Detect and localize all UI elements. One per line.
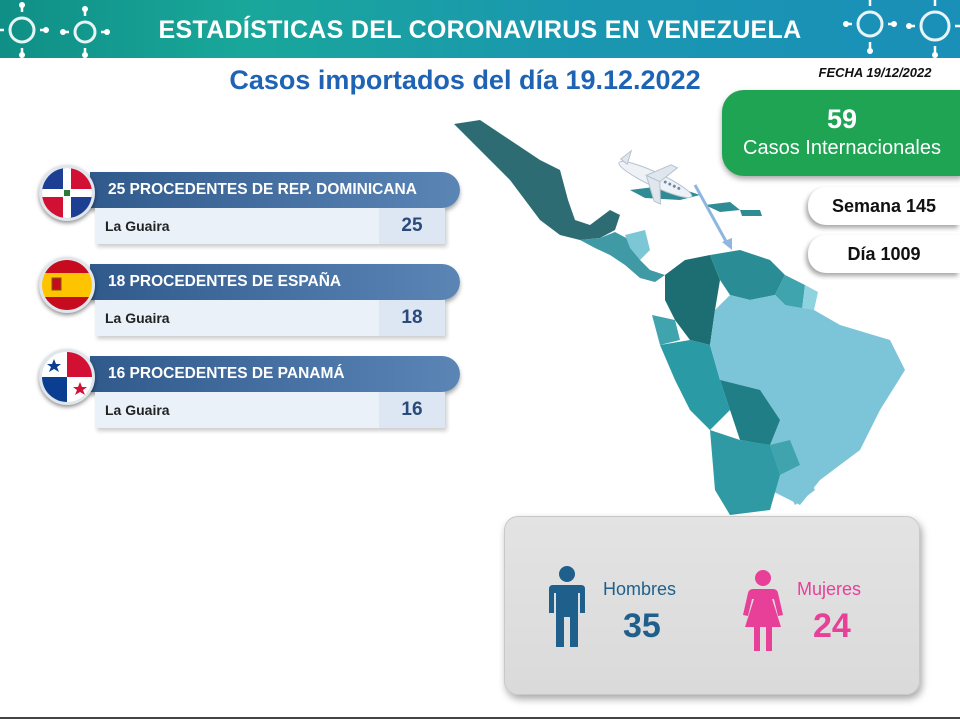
footer-divider	[0, 717, 960, 719]
international-cases-box: 59 Casos Internacionales	[722, 90, 960, 176]
woman-icon	[743, 570, 783, 651]
virus-icon	[0, 2, 110, 58]
date-label: FECHA 19/12/2022	[818, 65, 932, 80]
international-cases-label: Casos Internacionales	[743, 137, 941, 159]
panama-flag	[39, 349, 95, 405]
gender-breakdown-box: Hombres 35 Mujeres 24	[504, 516, 920, 695]
dominican-republic-flag	[39, 165, 95, 221]
men-label: Hombres	[603, 579, 677, 599]
row-place: La Guaira	[105, 310, 170, 326]
page-title: ESTADÍSTICAS DEL CORONAVIRUS EN VENEZUEL…	[158, 16, 802, 44]
row-body: La Guaira 25	[95, 208, 445, 244]
row-body: La Guaira 18	[95, 300, 445, 336]
virus-icon	[843, 0, 960, 58]
row-value: 25	[379, 208, 445, 244]
case-row-spain: 18 PROCEDENTES DE ESPAÑA La Guaira 18	[35, 257, 465, 347]
row-place: La Guaira	[105, 402, 170, 418]
row-body: La Guaira 16	[95, 392, 445, 428]
case-row-panama: 16 PROCEDENTES DE PANAMÁ La Guaira 16	[35, 349, 465, 439]
men-value: 35	[623, 607, 661, 645]
subtitle: Casos importados del día 19.12.2022	[229, 65, 701, 95]
row-value: 18	[379, 300, 445, 336]
week-badge: Semana 145	[808, 187, 960, 225]
spain-flag	[39, 257, 95, 313]
women-label: Mujeres	[797, 579, 862, 599]
row-title: 18 PROCEDENTES DE ESPAÑA	[90, 264, 460, 300]
women-value: 24	[813, 607, 851, 645]
international-cases-value: 59	[826, 104, 858, 134]
day-badge: Día 1009	[808, 235, 960, 273]
row-value: 16	[379, 392, 445, 428]
row-title: 16 PROCEDENTES DE PANAMÁ	[90, 356, 460, 392]
row-title: 25 PROCEDENTES DE REP. DOMINICANA	[90, 172, 460, 208]
header-banner	[0, 0, 960, 58]
case-row-dominican-republic: 25 PROCEDENTES DE REP. DOMINICANA La Gua…	[35, 165, 465, 255]
latin-america-map	[454, 120, 905, 515]
flight-arrow	[693, 184, 730, 246]
row-place: La Guaira	[105, 218, 170, 234]
man-icon	[549, 566, 585, 647]
airplane-icon	[618, 149, 693, 205]
